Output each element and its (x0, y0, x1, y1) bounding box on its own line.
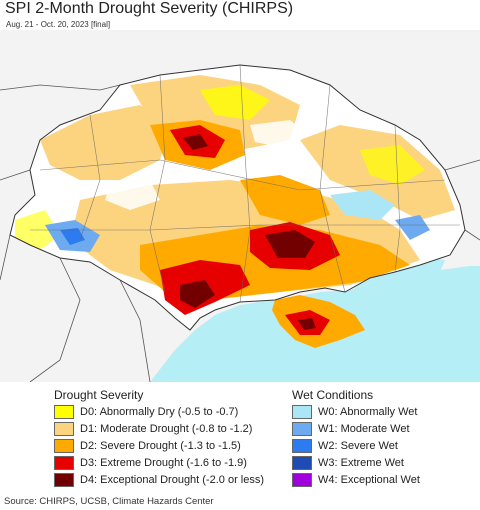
legend-item-d1: D1: Moderate Drought (-0.8 to -1.2) (54, 421, 252, 436)
legend-item-d3: D3: Extreme Drought (-1.6 to -1.9) (54, 455, 247, 470)
swatch-w1 (292, 421, 312, 436)
legend-label-w0: W0: Abnormally Wet (318, 405, 418, 418)
oblast-boundaries (30, 64, 460, 303)
wet-conditions-heading: Wet Conditions (292, 388, 374, 402)
legend: Drought Severity Wet Conditions D0: Abno… (0, 383, 480, 493)
d2-severe-drought-area-east (240, 175, 330, 225)
d4-exceptional-drought-area-southwest (180, 280, 215, 308)
swatch-w0 (292, 404, 312, 419)
legend-item-d0: D0: Abnormally Dry (-0.5 to -0.7) (54, 404, 238, 419)
legend-label-d0: D0: Abnormally Dry (-0.5 to -0.7) (80, 405, 239, 418)
swatch-d1 (54, 421, 74, 436)
swatch-d4 (54, 472, 74, 487)
d4-exceptional-drought-area-north (183, 134, 208, 150)
legend-item-w4: W4: Exceptional Wet (292, 472, 420, 487)
swatch-w2 (292, 438, 312, 453)
w0-abnormally-wet-area-east (330, 190, 395, 220)
crimea-exceptional-area (298, 318, 316, 330)
legend-label-d2: D2: Severe Drought (-1.3 to -1.5) (80, 439, 241, 452)
swatch-d2 (54, 438, 74, 453)
legend-label-w1: W1: Moderate Wet (318, 422, 410, 435)
map-subtitle: Aug. 21 - Oct. 20, 2023 [final] (6, 20, 111, 29)
swatch-d3 (54, 455, 74, 470)
legend-item-d2: D2: Severe Drought (-1.3 to -1.5) (54, 438, 241, 453)
legend-label-w4: W4: Exceptional Wet (318, 473, 420, 486)
country-borders (0, 84, 480, 382)
normal-area-central (105, 180, 160, 210)
legend-item-w3: W3: Extreme Wet (292, 455, 404, 470)
w2-severe-wet-area-west (60, 228, 85, 245)
map-title: SPI 2-Month Drought Severity (CHIRPS) (5, 0, 294, 17)
legend-label-d1: D1: Moderate Drought (-0.8 to -1.2) (80, 422, 253, 435)
source-credit: Source: CHIRPS, UCSB, Climate Hazards Ce… (4, 496, 214, 507)
legend-item-w0: W0: Abnormally Wet (292, 404, 417, 419)
swatch-w3 (292, 455, 312, 470)
normal-area-north (250, 120, 310, 148)
legend-label-d3: D3: Extreme Drought (-1.6 to -1.9) (80, 456, 247, 469)
d0-abnormally-dry-area-east (360, 145, 425, 185)
swatch-w4 (292, 472, 312, 487)
legend-label-w3: W3: Extreme Wet (318, 456, 404, 469)
drought-map (0, 30, 480, 382)
legend-item-w2: W2: Severe Wet (292, 438, 398, 453)
legend-item-w1: W1: Moderate Wet (292, 421, 410, 436)
d1-moderate-drought-area-west (40, 105, 170, 180)
legend-label-d4: D4: Exceptional Drought (-2.0 or less) (80, 473, 265, 486)
d0-abnormally-dry-area-north (200, 85, 270, 120)
swatch-d0 (54, 404, 74, 419)
w1-moderate-wet-area-east (395, 215, 430, 240)
legend-label-w2: W2: Severe Wet (318, 439, 398, 452)
legend-item-d4: D4: Exceptional Drought (-2.0 or less) (54, 472, 264, 487)
drought-severity-heading: Drought Severity (54, 388, 144, 402)
d4-exceptional-drought-area-center (265, 230, 315, 258)
